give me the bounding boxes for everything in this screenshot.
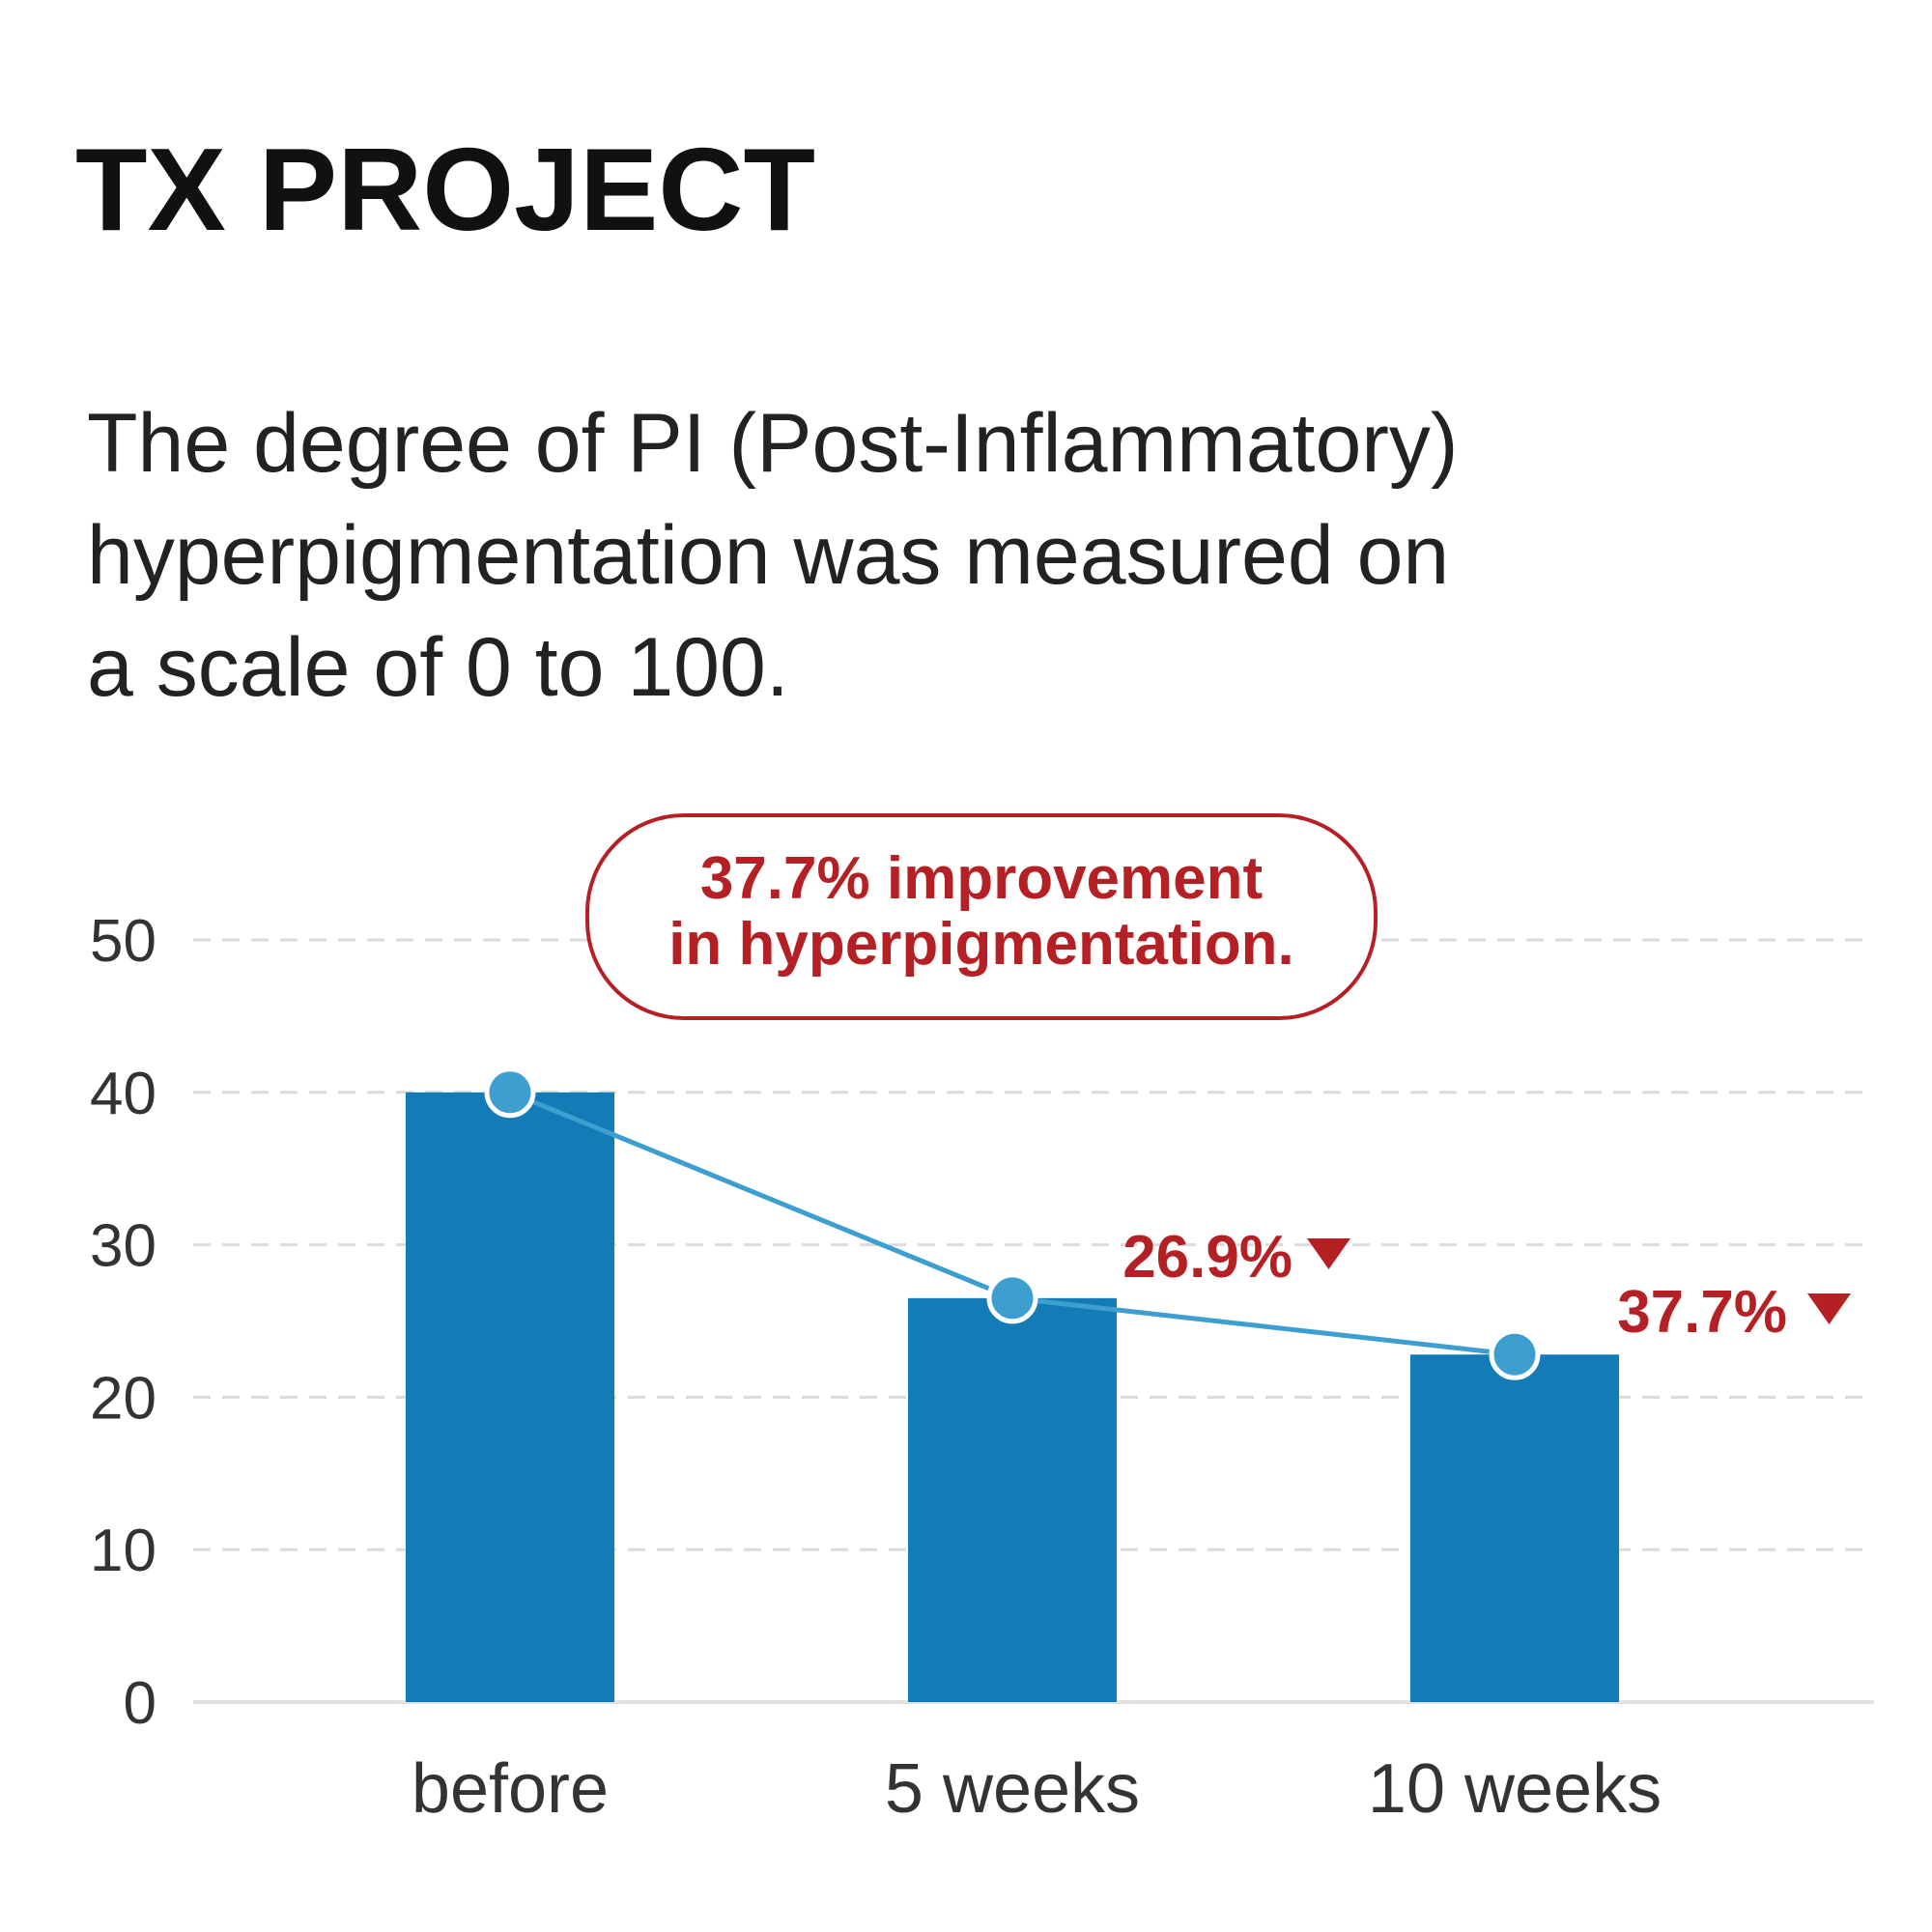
x-tick-label: 5 weeks [885, 1750, 1140, 1828]
subtitle-line: The degree of PI (Post-Inflammatory) [87, 397, 1459, 490]
down-arrow [1307, 1238, 1350, 1269]
y-tick-label: 40 [90, 1061, 156, 1127]
change-label: 37.7% [1617, 1279, 1787, 1346]
trend-point [1489, 1328, 1541, 1380]
callout-text: 37.7% improvement [700, 845, 1263, 912]
callout-box [585, 813, 1378, 1020]
x-tick-label: 10 weeks [1368, 1750, 1662, 1828]
bar [1410, 1354, 1619, 1702]
trend-point [986, 1272, 1038, 1324]
bar [908, 1297, 1117, 1702]
y-tick-label: 10 [90, 1518, 156, 1584]
trend-point [484, 1066, 536, 1119]
bar [406, 1092, 614, 1702]
y-tick-label: 50 [90, 908, 156, 975]
subtitle-line: a scale of 0 to 100. [87, 621, 789, 714]
y-tick-label: 30 [90, 1213, 156, 1280]
subtitle-line: hyperpigmentation was measured on [87, 509, 1449, 602]
y-tick-label: 0 [124, 1670, 156, 1737]
callout-text: in hyperpigmentation. [668, 911, 1294, 978]
down-arrow [1807, 1293, 1851, 1324]
chart-title: TX PROJECT [75, 124, 815, 255]
y-tick-label: 20 [90, 1365, 156, 1432]
x-tick-label: before [412, 1750, 609, 1828]
change-label: 26.9% [1122, 1224, 1293, 1291]
